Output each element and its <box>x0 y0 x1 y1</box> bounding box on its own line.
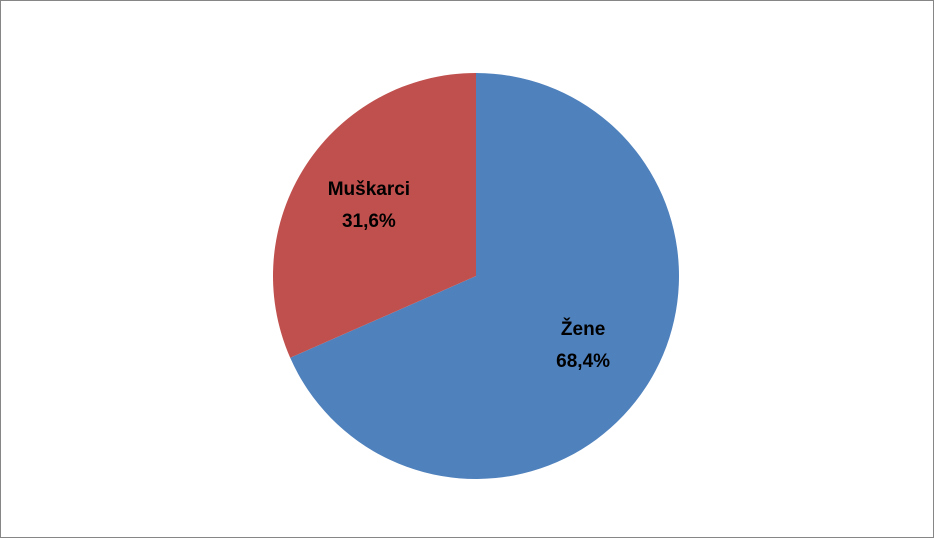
pie-slice <box>290 73 679 479</box>
slice-value-label: 31,6% <box>342 211 396 232</box>
slice-value-label: 68,4% <box>556 351 610 372</box>
slice-label: Žene <box>561 318 605 340</box>
slice-label: Muškarci <box>328 179 410 200</box>
pie-slice <box>273 73 476 358</box>
